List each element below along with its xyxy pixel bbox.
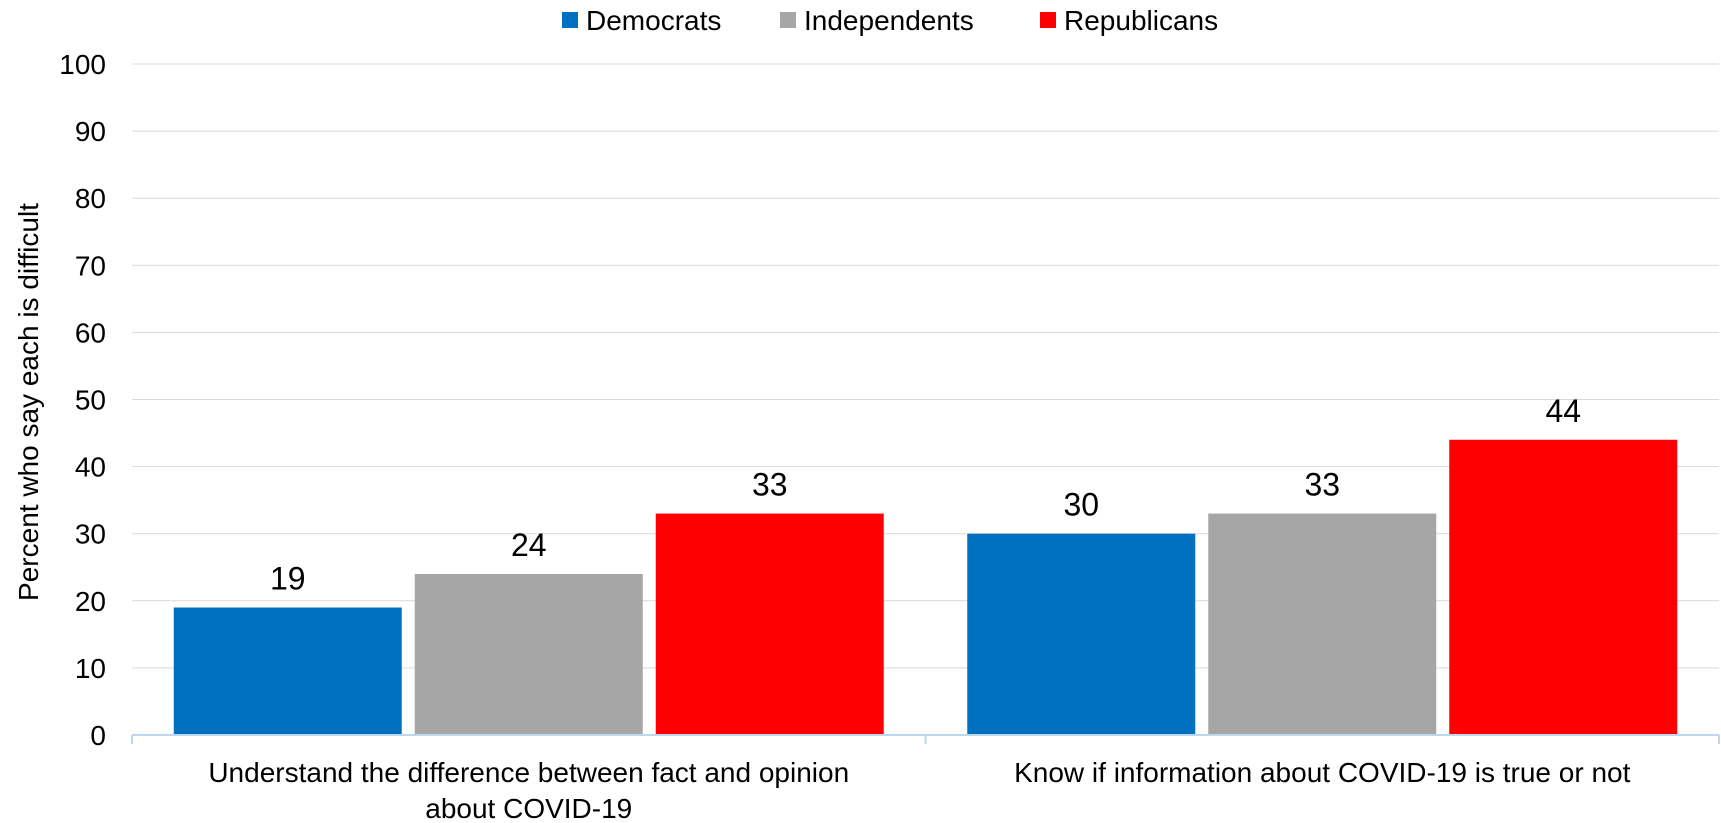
category-label: Understand the difference between fact a… <box>208 757 849 788</box>
legend: Democrats Independents Republicans <box>562 5 1218 36</box>
y-tick-label: 70 <box>75 250 106 281</box>
bar-independents-1 <box>414 573 643 735</box>
gridlines <box>132 63 1719 669</box>
y-tick-label: 80 <box>75 183 106 214</box>
bar-democrats-1 <box>173 607 402 735</box>
y-tick-label: 60 <box>75 317 106 348</box>
y-tick-label: 30 <box>75 519 106 550</box>
x-axis <box>131 734 1720 744</box>
y-tick-label: 20 <box>75 586 106 617</box>
y-axis-label: Percent who say each is difficult <box>13 203 44 601</box>
legend-swatch-democrats <box>562 12 578 28</box>
category-label: Know if information about COVID-19 is tr… <box>1014 757 1631 788</box>
data-label: 24 <box>511 527 547 563</box>
bar-republicans-1 <box>655 513 884 735</box>
y-axis-ticks: 0 10 20 30 40 50 60 70 80 90 100 <box>59 49 106 751</box>
category-labels: Understand the difference between fact a… <box>208 757 1630 823</box>
y-tick-label: 100 <box>59 49 106 80</box>
data-labels: 19 24 33 30 33 44 <box>270 393 1581 597</box>
bar-democrats-2 <box>967 533 1196 735</box>
legend-label-independents: Independents <box>804 5 974 36</box>
data-label: 33 <box>752 467 788 503</box>
y-tick-label: 50 <box>75 385 106 416</box>
y-tick-label: 40 <box>75 452 106 483</box>
bar-republicans-2 <box>1449 439 1678 735</box>
data-label: 33 <box>1304 467 1340 503</box>
legend-swatch-republicans <box>1040 12 1056 28</box>
category-label: about COVID-19 <box>425 793 632 823</box>
bars <box>173 439 1678 735</box>
y-tick-label: 90 <box>75 116 106 147</box>
legend-label-democrats: Democrats <box>586 5 721 36</box>
bar-independents-2 <box>1208 513 1437 735</box>
data-label: 30 <box>1063 487 1099 523</box>
data-label: 44 <box>1545 393 1581 429</box>
legend-label-republicans: Republicans <box>1064 5 1218 36</box>
data-label: 19 <box>270 561 306 597</box>
y-tick-label: 0 <box>90 720 106 751</box>
legend-swatch-independents <box>780 12 796 28</box>
y-tick-label: 10 <box>75 653 106 684</box>
